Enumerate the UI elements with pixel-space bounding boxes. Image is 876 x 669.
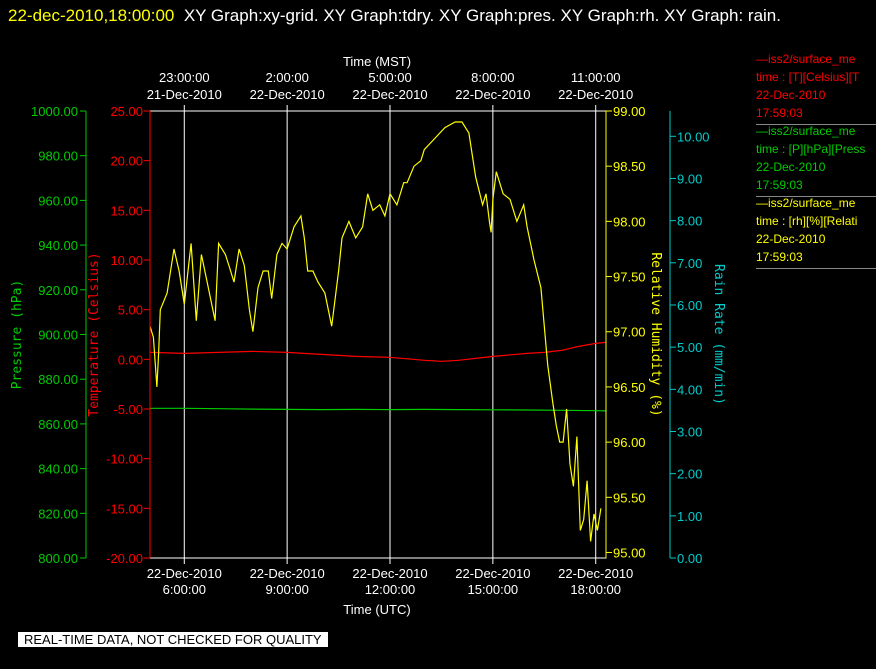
rain-tick-label: 2.00 — [677, 467, 702, 482]
x-tick-label: 15:00:00 — [468, 582, 519, 597]
rain-tick-label: 9.00 — [677, 171, 702, 186]
legend-variable: time : [T][Celsius][T — [756, 70, 860, 84]
x-top-tick-label: 2:00:00 — [265, 70, 308, 85]
rain-tick-label: 8.00 — [677, 214, 702, 229]
x-top-tick-label: 22-Dec-2010 — [455, 87, 530, 102]
vertical-grid — [183, 111, 597, 558]
x-top-tick-label: 23:00:00 — [159, 70, 210, 85]
x-tick-label: 6:00:00 — [163, 582, 206, 597]
temperature-tick-label: 5.00 — [118, 303, 143, 318]
series-layer — [149, 121, 607, 542]
rh-tick-label: 98.50 — [613, 159, 646, 174]
temperature-tick-label: -5.00 — [113, 402, 143, 417]
rain-tick-label: 0.00 — [677, 551, 702, 566]
temperature-tick-label: -10.00 — [106, 452, 143, 467]
rh-series-line — [149, 121, 602, 542]
rh-tick-label: 95.00 — [613, 545, 646, 560]
x-top-tick-label: 22-Dec-2010 — [250, 87, 325, 102]
timestamp: 22-dec-2010,18:00:00 — [8, 6, 175, 25]
legend-date: 22-Dec-2010 — [756, 160, 826, 174]
graph-titles: XY Graph:xy-grid. XY Graph:tdry. XY Grap… — [183, 6, 781, 25]
rain-axis-title: Rain Rate (mm/min) — [711, 264, 726, 405]
pressure-tick-label: 940.00 — [38, 238, 78, 253]
pressure-tick-label: 980.00 — [38, 149, 78, 164]
x-top-tick-label: 22-Dec-2010 — [352, 87, 427, 102]
temperature-axis-title: Temperature (Celsius) — [87, 252, 102, 416]
temperature-tick-label: 10.00 — [110, 253, 143, 268]
rain-tick-label: 7.00 — [677, 256, 702, 271]
x-tick-label: 12:00:00 — [365, 582, 416, 597]
x-tick-label: 22-Dec-2010 — [352, 566, 427, 581]
rain-tick-label: 6.00 — [677, 298, 702, 313]
legend-divider — [756, 268, 876, 269]
x-tick-label: 22-Dec-2010 — [558, 566, 633, 581]
legend-variable: time : [P][hPa][Press — [756, 142, 866, 156]
temperature-tick-label: 20.00 — [110, 154, 143, 169]
pressure-tick-label: 860.00 — [38, 417, 78, 432]
rh-tick-label: 99.00 — [613, 104, 646, 119]
temperature-tick-label: 25.00 — [110, 104, 143, 119]
rh-tick-label: 95.50 — [613, 490, 646, 505]
pressure-tick-label: 840.00 — [38, 462, 78, 477]
x-top-tick-label: 8:00:00 — [471, 70, 514, 85]
legend-entry-rh: —iss2/surface_me time : [rh][%][Relati 2… — [756, 194, 876, 269]
temperature-series-line — [149, 341, 607, 362]
pressure-axis-title: Pressure (hPa) — [10, 280, 25, 390]
x-top-tick-label: 5:00:00 — [368, 70, 411, 85]
x-tick-label: 22-Dec-2010 — [147, 566, 222, 581]
pressure-tick-label: 960.00 — [38, 193, 78, 208]
x-top-tick-label: 11:00:00 — [571, 70, 621, 85]
rain-tick-label: 1.00 — [677, 509, 702, 524]
pressure-tick-label: 1000.00 — [31, 104, 78, 119]
temperature-tick-label: -15.00 — [106, 501, 143, 516]
legend-source: —iss2/surface_me — [756, 124, 856, 138]
legend-variable: time : [rh][%][Relati — [756, 214, 858, 228]
rh-tick-label: 97.00 — [613, 325, 646, 340]
axes-layer: 22-Dec-20106:00:0022-Dec-20109:00:0022-D… — [10, 54, 726, 617]
x-top-axis-title: Time (MST) — [343, 54, 411, 69]
pressure-tick-label: 920.00 — [38, 283, 78, 298]
x-top-tick-label: 22-Dec-2010 — [558, 87, 633, 102]
legend-date: 22-Dec-2010 — [756, 232, 826, 246]
legend-source: —iss2/surface_me — [756, 196, 856, 210]
legend-date: 22-Dec-2010 — [756, 88, 826, 102]
pressure-tick-label: 800.00 — [38, 551, 78, 566]
quality-notice: REAL-TIME DATA, NOT CHECKED FOR QUALITY — [18, 632, 328, 647]
rh-tick-label: 97.50 — [613, 270, 646, 285]
x-tick-label: 18:00:00 — [570, 582, 621, 597]
rh-tick-label: 98.00 — [613, 214, 646, 229]
temperature-tick-label: -20.00 — [106, 551, 143, 566]
pressure-tick-label: 900.00 — [38, 328, 78, 343]
pressure-tick-label: 820.00 — [38, 506, 78, 521]
legend-time: 17:59:03 — [756, 250, 803, 264]
x-tick-label: 9:00:00 — [265, 582, 308, 597]
rh-axis-title: Relative Humidity (%) — [648, 252, 663, 416]
legend-entry-temperature: —iss2/surface_me time : [T][Celsius][T 2… — [756, 50, 876, 125]
rh-tick-label: 96.50 — [613, 380, 646, 395]
rain-tick-label: 10.00 — [677, 129, 710, 144]
legend-source: —iss2/surface_me — [756, 52, 856, 66]
temperature-tick-label: 15.00 — [110, 203, 143, 218]
graph-header: 22-dec-2010,18:00:00 XY Graph:xy-grid. X… — [8, 2, 868, 30]
legend-time: 17:59:03 — [756, 106, 803, 120]
rain-tick-label: 4.00 — [677, 382, 702, 397]
temperature-tick-label: 0.00 — [118, 352, 143, 367]
rain-tick-label: 3.00 — [677, 424, 702, 439]
x-tick-label: 22-Dec-2010 — [455, 566, 530, 581]
legend-time: 17:59:03 — [756, 178, 803, 192]
rain-tick-label: 5.00 — [677, 340, 702, 355]
rh-tick-label: 96.00 — [613, 435, 646, 450]
pressure-series-line — [150, 407, 607, 412]
legend-divider — [756, 196, 876, 197]
x-tick-label: 22-Dec-2010 — [250, 566, 325, 581]
x-axis-title: Time (UTC) — [343, 602, 410, 617]
x-top-tick-label: 21-Dec-2010 — [147, 87, 222, 102]
legend-entry-pressure: —iss2/surface_me time : [P][hPa][Press 2… — [756, 122, 876, 197]
pressure-tick-label: 880.00 — [38, 372, 78, 387]
legend-divider — [756, 124, 876, 125]
plot-area-frame — [149, 110, 607, 559]
